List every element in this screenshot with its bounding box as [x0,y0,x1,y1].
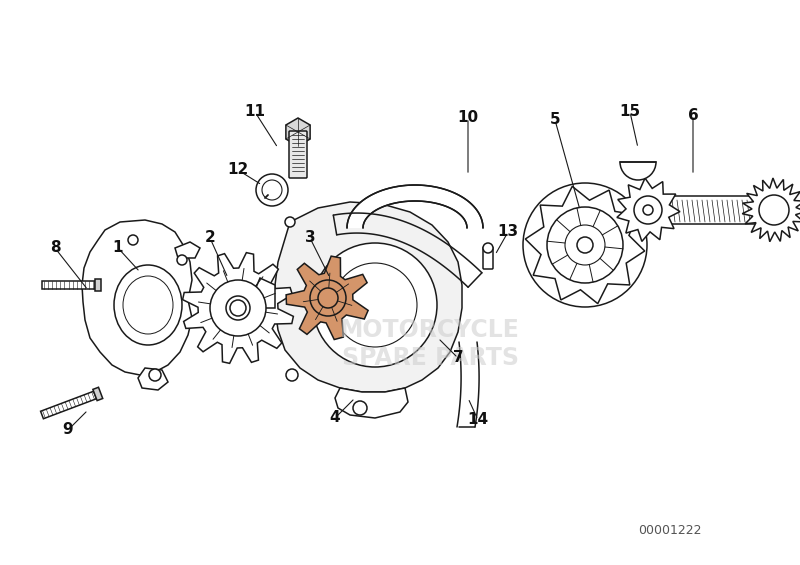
Polygon shape [175,242,200,258]
Text: 9: 9 [62,423,74,437]
Polygon shape [347,185,483,228]
FancyBboxPatch shape [289,131,307,178]
Polygon shape [286,256,368,340]
Text: 10: 10 [458,111,478,125]
Text: 13: 13 [498,224,518,240]
Polygon shape [335,388,408,418]
Circle shape [226,296,250,320]
Circle shape [262,180,282,200]
Text: 14: 14 [467,412,489,428]
Text: 15: 15 [619,105,641,120]
FancyBboxPatch shape [636,196,788,224]
Polygon shape [182,253,294,363]
Polygon shape [93,387,102,401]
Text: SPARE PARTS: SPARE PARTS [342,346,518,370]
Circle shape [230,300,246,316]
Circle shape [285,217,295,227]
Circle shape [310,280,346,316]
Text: 5: 5 [550,112,560,128]
Circle shape [353,401,367,415]
Circle shape [256,174,288,206]
Text: 7: 7 [453,350,463,366]
Polygon shape [275,202,462,392]
Polygon shape [526,186,645,303]
Circle shape [177,255,187,265]
Text: MOTORCYCLE: MOTORCYCLE [340,318,520,342]
Wedge shape [620,162,656,180]
Text: 4: 4 [330,411,340,425]
Polygon shape [41,391,97,419]
Polygon shape [138,368,168,390]
Polygon shape [95,279,101,291]
Ellipse shape [114,265,182,345]
Circle shape [286,369,298,381]
Text: 8: 8 [50,241,60,255]
Polygon shape [42,281,95,289]
Circle shape [313,243,437,367]
Circle shape [523,183,647,307]
Circle shape [318,288,338,308]
Text: 11: 11 [245,105,266,120]
Polygon shape [617,178,680,241]
Circle shape [128,235,138,245]
Text: 12: 12 [227,163,249,177]
Text: 00001222: 00001222 [638,524,702,537]
Circle shape [565,225,605,265]
Text: 1: 1 [113,241,123,255]
Circle shape [547,207,623,283]
Polygon shape [82,220,192,375]
Circle shape [634,196,662,224]
FancyBboxPatch shape [483,247,493,269]
Circle shape [483,243,493,253]
Polygon shape [742,178,800,242]
Circle shape [759,195,789,225]
Circle shape [149,369,161,381]
Circle shape [210,280,266,336]
Circle shape [577,237,593,253]
Text: 2: 2 [205,231,215,246]
Text: 3: 3 [305,231,315,246]
Text: 6: 6 [688,107,698,123]
Polygon shape [255,278,275,308]
Circle shape [643,205,653,215]
Polygon shape [286,118,310,146]
